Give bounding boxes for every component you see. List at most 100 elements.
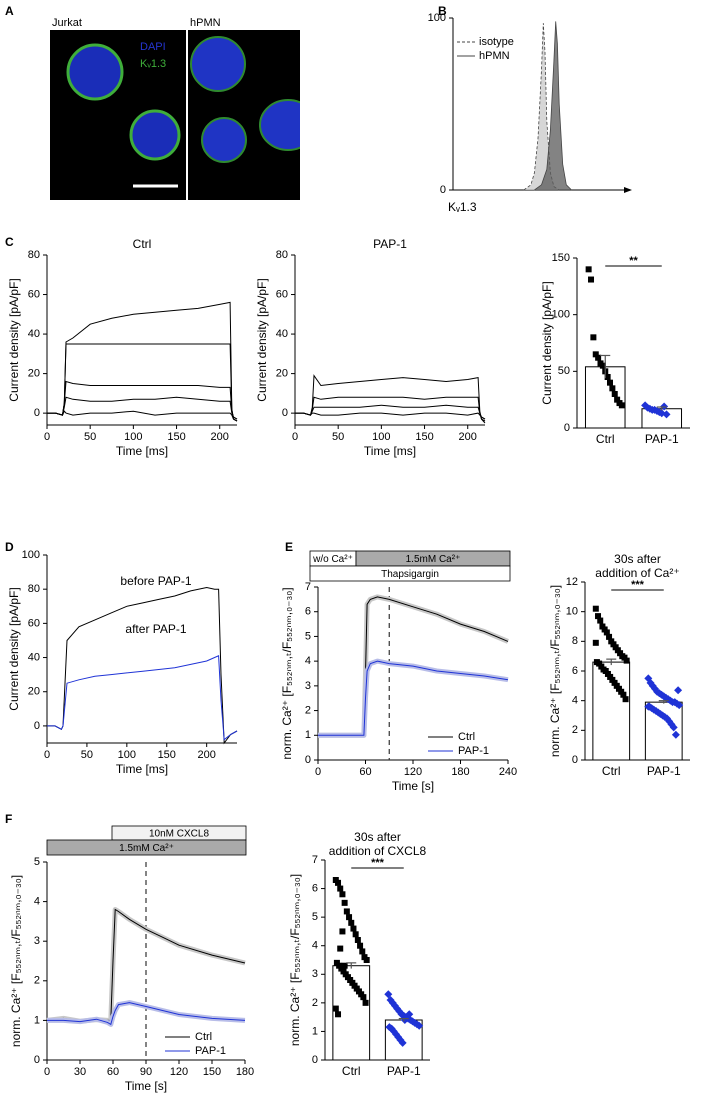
x-tick-label: 150 [415, 431, 433, 443]
y-tick-label: 0 [34, 1054, 40, 1066]
chart-title: addition of CXCL8 [329, 844, 427, 858]
x-tick-label: 150 [167, 431, 185, 443]
legend-label: hPMN [479, 50, 510, 62]
y-tick-label: 0 [305, 754, 311, 766]
point [335, 879, 342, 886]
point [359, 948, 366, 955]
legend-label: Ctrl [195, 1031, 212, 1043]
y-tick-label: 100 [22, 549, 40, 561]
point [357, 942, 364, 949]
x-tick-label: 0 [44, 431, 50, 443]
point [398, 1038, 407, 1047]
y-tick-label: 0 [282, 407, 288, 419]
chart-title: 30s after [354, 830, 401, 844]
line [47, 655, 238, 741]
point [674, 686, 683, 695]
y-tick-label: 60 [28, 617, 40, 629]
line-label: before PAP-1 [120, 574, 191, 588]
panel-letter: E [285, 540, 293, 554]
y-tick-label: 20 [28, 368, 40, 380]
y-axis-label: Current density [pA/pF] [7, 587, 21, 710]
x-tick-label: 30 [74, 1066, 86, 1078]
y-tick-label: 6 [312, 882, 318, 894]
y-axis-label: norm. Ca²⁺ [F₅₅₂ₙₘ,ₜ/F₅₅₂ₙₘ,₀₋₃₀] [288, 874, 302, 1046]
chart: D 0 20 40 60 80 100 0 50 100 150 200 Time [ms] Curren… [5, 540, 238, 776]
x-tick-label: PAP-1 [647, 764, 681, 778]
x-tick-label: Ctrl [342, 1064, 361, 1078]
x-tick-label: 200 [459, 431, 477, 443]
point [339, 928, 346, 935]
point [675, 701, 684, 710]
point [350, 925, 357, 932]
x-tick-label: 100 [118, 749, 136, 761]
point [341, 899, 348, 906]
y-axis-label: norm. Ca²⁺ [F₅₅₂ₙₘ,ₜ/F₅₅₂ₙₘ,₀₋₃₀] [548, 585, 562, 757]
line-label: after PAP-1 [125, 622, 186, 636]
y-tick-label: 100 [428, 12, 446, 24]
line [47, 1002, 246, 1026]
header-label: Thapsigargin [381, 569, 439, 580]
point [337, 885, 344, 892]
point [592, 639, 599, 646]
line [318, 660, 509, 736]
stain-label: DAPI [140, 41, 166, 53]
y-tick-label: 60 [28, 288, 40, 300]
point [606, 633, 613, 640]
y-tick-label: 0 [34, 407, 40, 419]
image-label: hPMN [190, 17, 221, 29]
point [622, 696, 629, 703]
chart: C Ctrl 0 20 40 60 80 0 50 100 150 200 Time [ms] Curre… [5, 235, 238, 458]
header-label: 1.5mM Ca²⁺ [406, 554, 461, 565]
y-tick-label: 2 [305, 704, 311, 716]
y-tick-label: 0 [564, 422, 570, 434]
x-tick-label: PAP-1 [387, 1064, 421, 1078]
y-axis-label: Current density [pA/pF] [540, 281, 554, 404]
legend-label: isotype [479, 36, 514, 48]
chart: Ew/o Ca²⁺ 1.5mM Ca²⁺ Thapsigargin 0 1 2 3 4 5 6 7 0… [280, 540, 517, 793]
point [669, 723, 678, 732]
point [360, 994, 367, 1001]
y-tick-label: 4 [312, 940, 318, 952]
y-tick-label: 2 [34, 975, 40, 987]
point [354, 937, 361, 943]
panel-letter: D [5, 540, 14, 554]
point [604, 374, 611, 380]
y-tick-label: 5 [34, 856, 40, 868]
y-tick-label: 40 [276, 328, 288, 340]
x-tick-label: 100 [124, 431, 142, 443]
line [295, 404, 486, 420]
point [592, 351, 599, 358]
x-tick-label: 90 [140, 1066, 152, 1078]
error-band [318, 658, 509, 738]
point [609, 385, 616, 392]
point [341, 962, 348, 969]
y-tick-label: 4 [572, 695, 578, 707]
point [346, 914, 353, 921]
x-tick-label: 100 [372, 431, 390, 443]
y-tick-label: 7 [305, 581, 311, 593]
y-tick-label: 80 [28, 583, 40, 595]
y-tick-label: 80 [276, 249, 288, 261]
y-tick-label: 80 [28, 249, 40, 261]
line [47, 343, 238, 422]
y-tick-label: 50 [558, 365, 570, 377]
chart-title: Ctrl [133, 237, 152, 251]
significance-label: *** [631, 579, 645, 591]
y-tick-label: 20 [276, 368, 288, 380]
header-box [46, 839, 247, 856]
y-tick-label: 4 [305, 655, 311, 667]
chart-title: PAP-1 [373, 237, 407, 251]
point [352, 931, 359, 938]
y-axis-label: Current density [pA/pF] [255, 278, 269, 401]
x-tick-label: 0 [315, 766, 321, 778]
x-axis-label: Time [s] [125, 1079, 167, 1093]
y-tick-label: 4 [34, 896, 40, 908]
line [47, 380, 238, 420]
x-tick-label: 150 [203, 1066, 221, 1078]
chart: F 10nM CXCL8 1.5mM Ca²⁺ 0 1 2 3 4 5 0 30 60 90 120 150… [5, 812, 254, 1093]
y-tick-label: 0 [572, 754, 578, 766]
y-tick-label: 100 [552, 309, 570, 321]
x-tick-label: 50 [332, 431, 344, 443]
y-tick-label: 40 [28, 328, 40, 340]
x-tick-label: 120 [170, 1066, 188, 1078]
